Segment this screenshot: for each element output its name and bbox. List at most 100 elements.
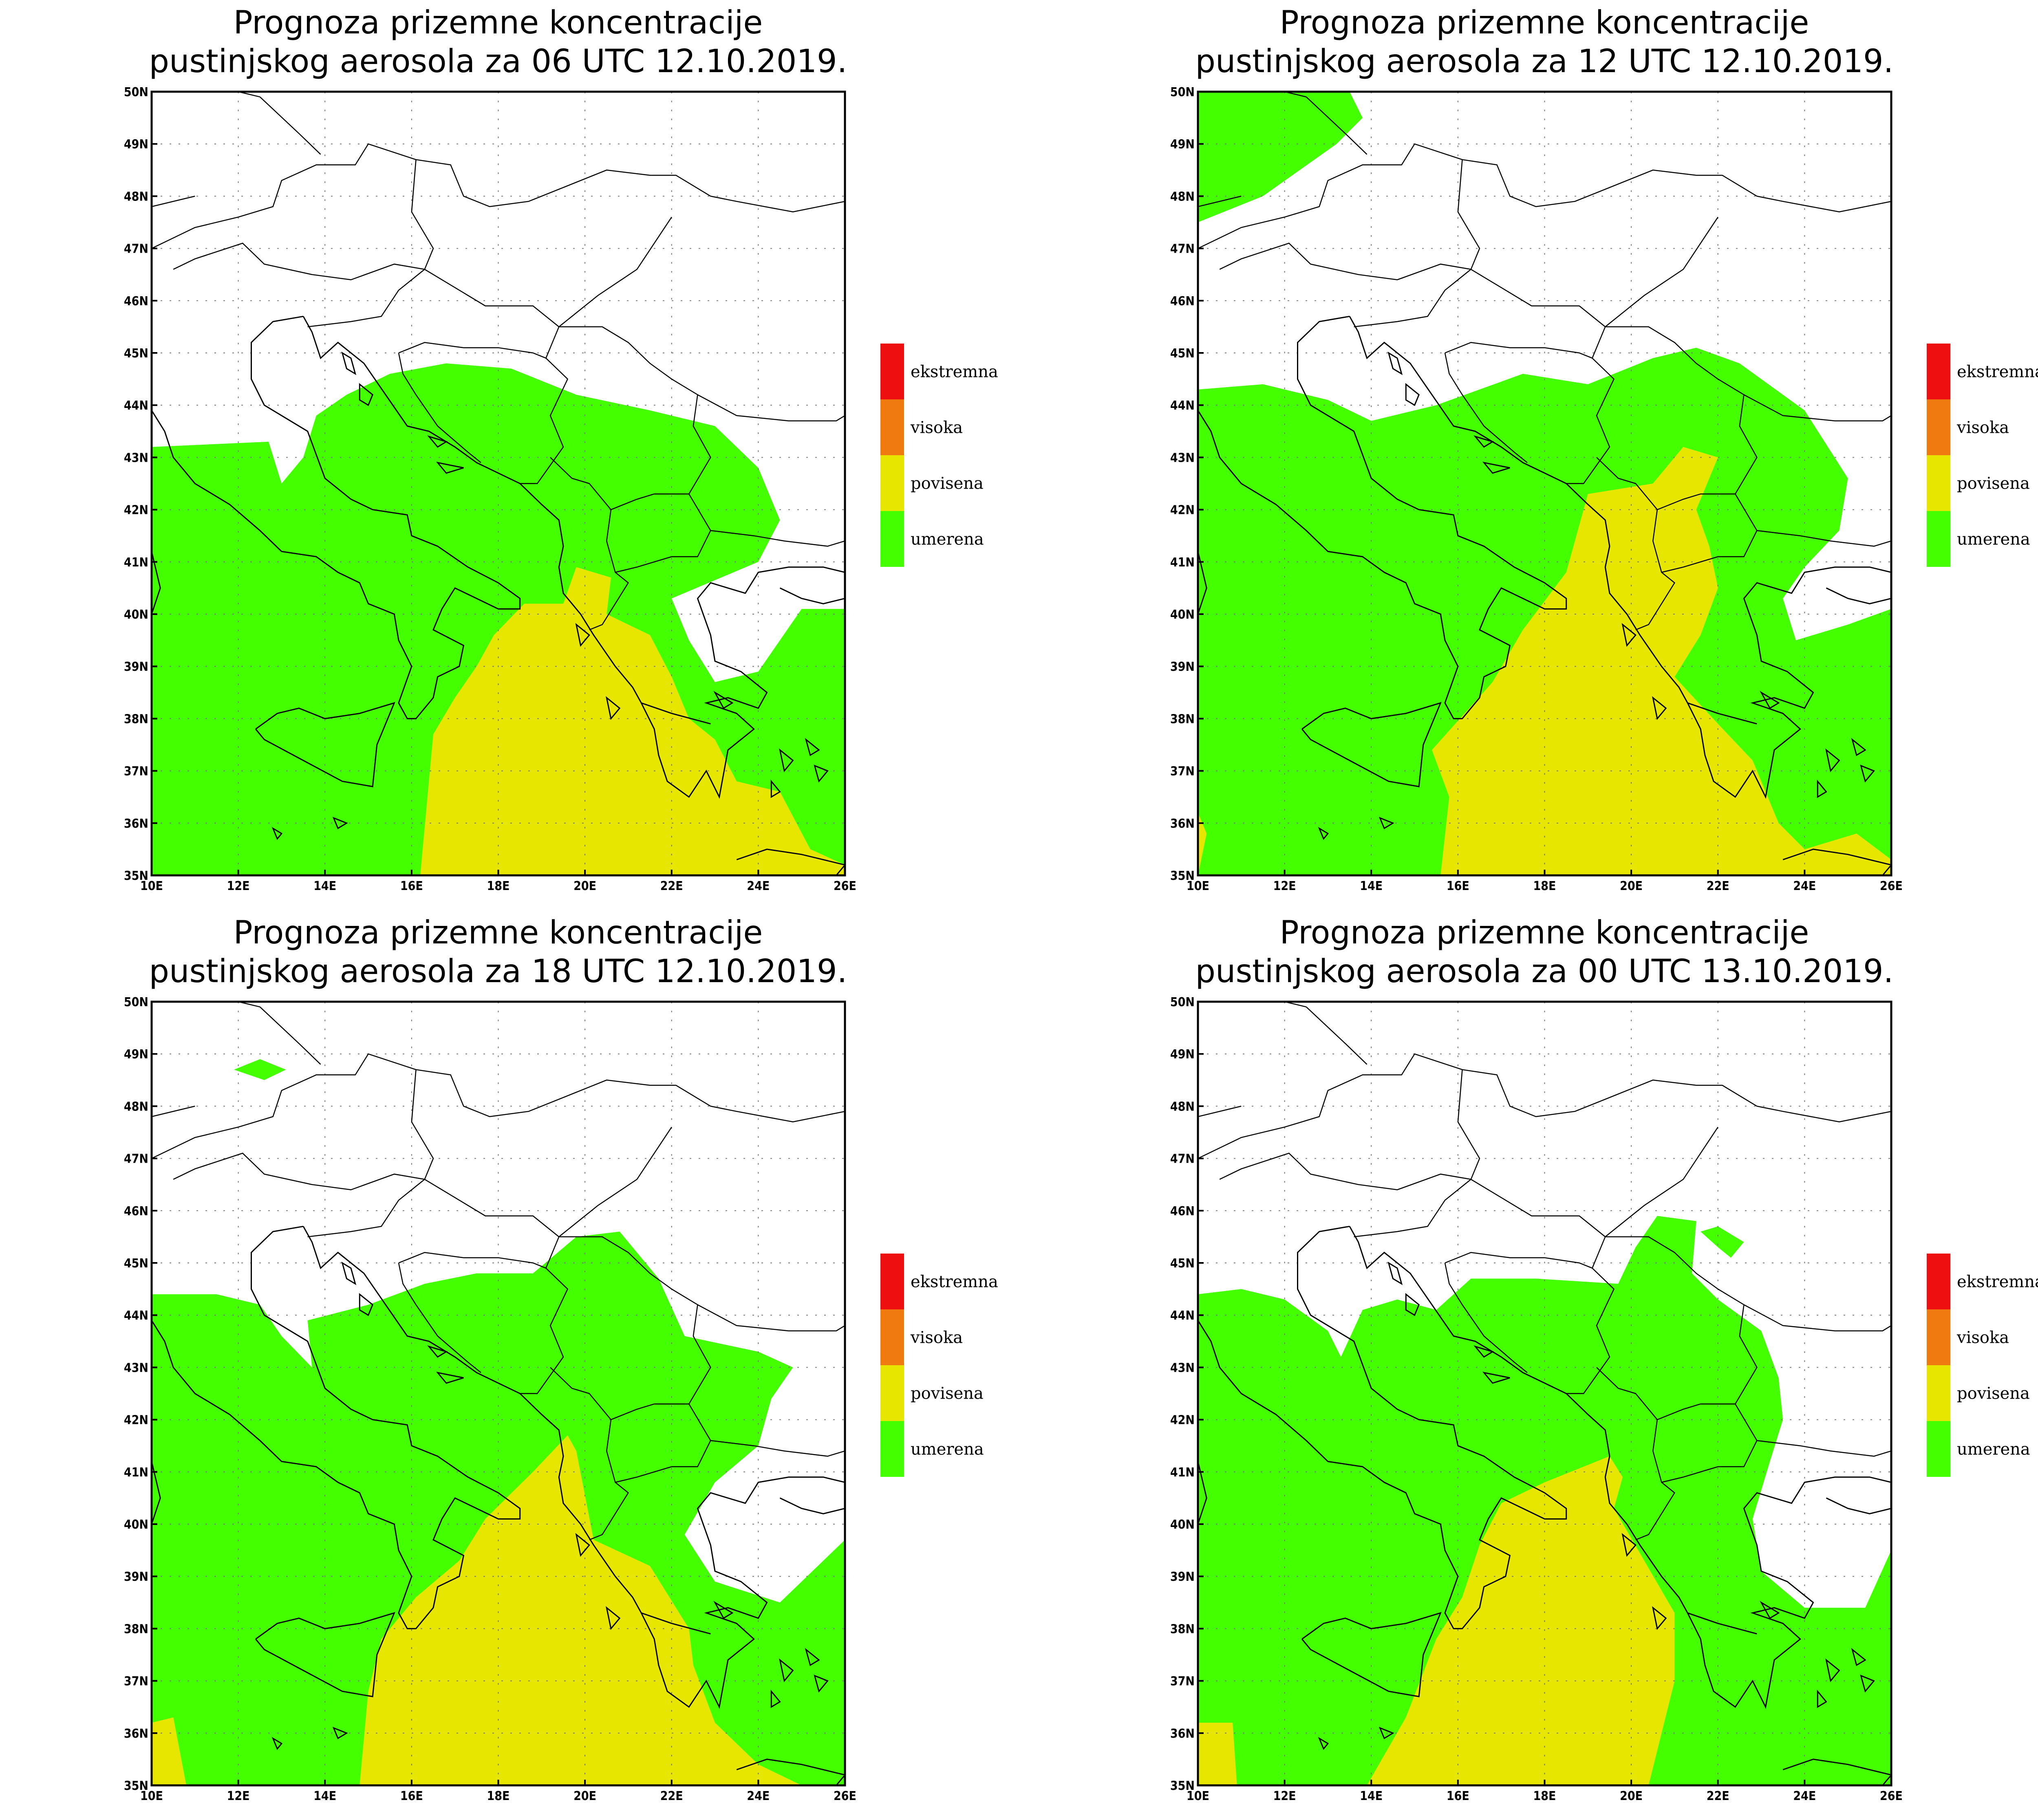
country-border: [558, 217, 672, 327]
legend-label-visoka: visoka: [1956, 1329, 2009, 1347]
country-border: [1605, 217, 1718, 327]
lat-tick-label: 46N: [124, 294, 148, 308]
lon-tick-label: 18E: [487, 1789, 510, 1803]
coastline: [1198, 315, 1567, 719]
island-outline: [1760, 691, 1780, 709]
coastline: [779, 587, 845, 604]
map-title-line1: Prognoza prizemne koncentracije: [1280, 914, 1809, 951]
island-outline: [713, 1601, 734, 1619]
lat-tick-label: 47N: [124, 242, 148, 256]
legend-swatch-umerena: [1927, 511, 1950, 567]
country-border: [611, 1403, 711, 1483]
country-border: [1743, 394, 1891, 421]
country-border: [1605, 1127, 1718, 1237]
country-border: [1219, 1069, 1480, 1190]
map-svg: Prognoza prizemne koncentracijepustinjsk…: [1170, 914, 2038, 1803]
country-border: [1605, 326, 1758, 494]
country-border: [1445, 1252, 1592, 1269]
legend-swatch-povisena: [880, 455, 904, 511]
country-border: [1198, 1106, 1242, 1117]
island-outline: [271, 826, 283, 840]
lat-tick-label: 47N: [1170, 242, 1195, 256]
lat-tick-label: 44N: [124, 1309, 148, 1323]
lon-tick-label: 26E: [834, 1789, 856, 1803]
legend-swatch-povisena: [1927, 455, 1950, 511]
island-outline: [770, 1690, 781, 1708]
coastline: [302, 316, 845, 799]
coastline: [1349, 316, 1891, 799]
lat-tick-label: 35N: [1170, 1779, 1195, 1793]
island-outline: [814, 1675, 829, 1693]
island-outline: [1318, 1736, 1329, 1750]
island-outline: [1482, 461, 1510, 474]
country-border: [1757, 196, 1891, 213]
area-povisena: [1367, 1456, 1891, 1785]
lat-tick-label: 45N: [124, 346, 148, 361]
lon-tick-label: 12E: [227, 879, 250, 893]
country-border: [398, 1263, 481, 1373]
legend-label-ekstremna: ekstremna: [911, 363, 998, 381]
lat-tick-label: 40N: [1170, 608, 1195, 622]
lat-tick-label: 43N: [1170, 1361, 1195, 1375]
island-outline: [436, 1371, 464, 1384]
map-title-line1: Prognoza prizemne koncentracije: [234, 4, 763, 41]
country-border: [1657, 493, 1758, 573]
coastline: [1198, 1225, 1567, 1629]
lat-tick-label: 37N: [1170, 765, 1195, 779]
island-outline: [1760, 1601, 1780, 1619]
lat-tick-label: 48N: [1170, 1099, 1195, 1114]
legend-swatch-visoka: [880, 1309, 904, 1365]
coastline: [1826, 587, 1891, 604]
island-outline: [575, 623, 590, 647]
country-border: [307, 1179, 425, 1238]
area-povisena: [1198, 1723, 1237, 1785]
lon-tick-label: 20E: [1620, 1789, 1643, 1803]
lon-tick-label: 26E: [1880, 879, 1903, 893]
lat-tick-label: 37N: [124, 765, 148, 779]
lat-tick-label: 47N: [1170, 1152, 1195, 1166]
island-outline: [1652, 1606, 1667, 1630]
country-border: [559, 1236, 711, 1404]
legend-label-povisena: povisena: [911, 474, 984, 493]
area-umerena: [1198, 92, 1363, 223]
island-outline: [1387, 351, 1403, 375]
legend-swatch-umerena: [880, 1421, 904, 1477]
country-border: [1657, 1403, 1758, 1483]
island-outline: [575, 1533, 590, 1557]
lat-tick-label: 40N: [124, 1518, 148, 1532]
island-outline: [605, 1606, 621, 1630]
coastline: [1349, 1226, 1891, 1709]
legend-label-povisena: povisena: [1957, 474, 2030, 493]
lat-tick-label: 45N: [1170, 1256, 1195, 1271]
country-border: [398, 342, 546, 359]
lat-tick-label: 42N: [1170, 1413, 1195, 1428]
map-panel-06utc: Prognoza prizemne koncentracije pustinjsk…: [0, 0, 1046, 910]
area-povisena: [1432, 447, 1891, 875]
map-title-line2: pustinjskog aerosola za 18 UTC 12.10.201…: [149, 953, 847, 990]
island-outline: [1851, 738, 1866, 756]
island-outline: [1817, 780, 1827, 798]
lat-tick-label: 38N: [1170, 1622, 1195, 1636]
coastline: [1687, 702, 1757, 725]
lat-tick-label: 48N: [124, 1099, 148, 1114]
lon-tick-label: 22E: [660, 879, 683, 893]
country-border: [1198, 196, 1242, 207]
island-outline: [770, 780, 781, 798]
country-border: [259, 96, 321, 155]
lat-tick-label: 49N: [124, 137, 148, 152]
lon-tick-label: 16E: [400, 879, 423, 893]
island-outline: [436, 461, 464, 474]
lon-tick-label: 12E: [227, 1789, 250, 1803]
lat-tick-label: 49N: [124, 1047, 148, 1062]
country-border: [1219, 159, 1480, 280]
lon-tick-label: 20E: [573, 1789, 596, 1803]
lat-tick-label: 47N: [124, 1152, 148, 1166]
lon-tick-label: 20E: [573, 879, 596, 893]
country-border: [1354, 1179, 1471, 1238]
legend-label-visoka: visoka: [1956, 419, 2009, 437]
country-border: [173, 1069, 434, 1190]
island-outline: [332, 1727, 348, 1739]
lat-tick-label: 36N: [124, 1727, 148, 1741]
map-title-line1: Prognoza prizemne koncentracije: [1280, 4, 1809, 41]
lon-tick-label: 22E: [1707, 879, 1729, 893]
